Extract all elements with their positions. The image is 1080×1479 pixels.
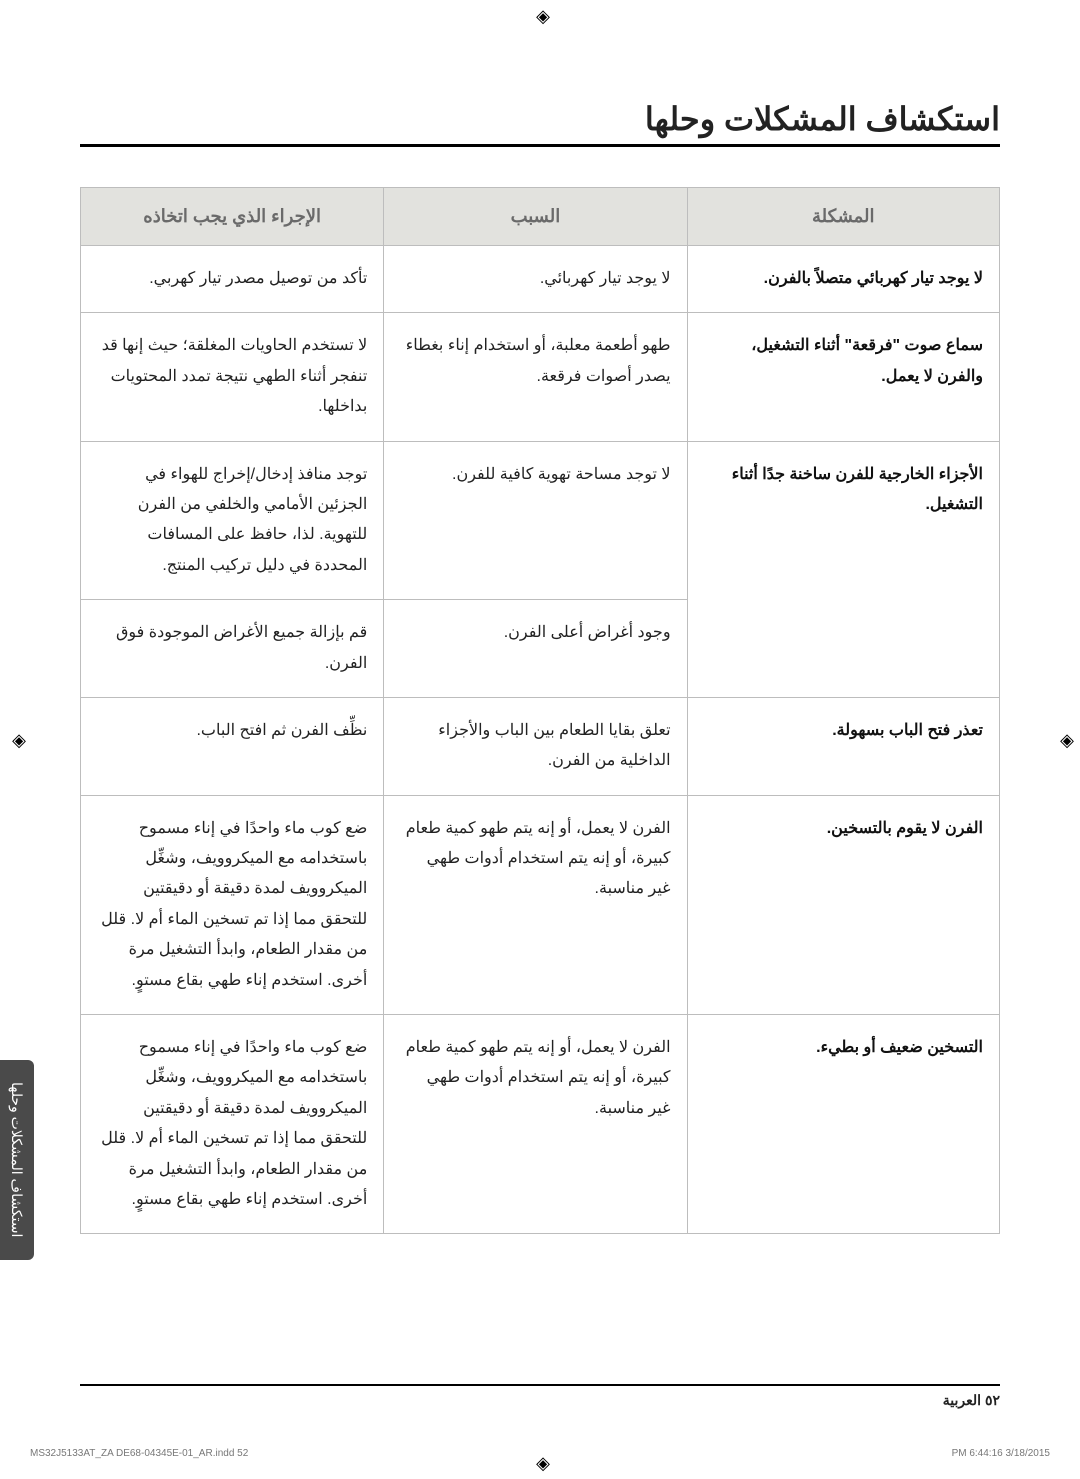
cell-problem: الأجزاء الخارجية للفرن ساخنة جدًا أثناء … bbox=[687, 441, 999, 697]
cell-action: توجد منافذ إدخال/إخراج للهواء في الجزئين… bbox=[81, 441, 384, 600]
col-problem: المشكلة bbox=[687, 188, 999, 246]
table-body: لا يوجد تيار كهربائي متصلاً بالفرن. لا ي… bbox=[81, 246, 1000, 1234]
page-title: استكشاف المشكلات وحلها bbox=[80, 100, 1000, 147]
cell-problem: الفرن لا يقوم بالتسخين. bbox=[687, 795, 999, 1014]
cell-cause: لا يوجد تيار كهربائي. bbox=[384, 246, 687, 313]
table-row: تعذر فتح الباب بسهولة. تعلق بقايا الطعام… bbox=[81, 697, 1000, 795]
registration-mark-icon: ◈ bbox=[1054, 730, 1074, 750]
page-content: استكشاف المشكلات وحلها المشكلة السبب الإ… bbox=[0, 0, 1080, 1294]
cell-action: ضع كوب ماء واحدًا في إناء مسموح باستخدام… bbox=[81, 1015, 384, 1234]
col-cause: السبب bbox=[384, 188, 687, 246]
cell-action: قم بإزالة جميع الأغراض الموجودة فوق الفر… bbox=[81, 600, 384, 698]
registration-mark-icon: ◈ bbox=[530, 6, 550, 26]
table-header-row: المشكلة السبب الإجراء الذي يجب اتخاذه bbox=[81, 188, 1000, 246]
print-info-right: 3/18/2015 6:44:16 PM bbox=[952, 1448, 1050, 1459]
cell-action: ضع كوب ماء واحدًا في إناء مسموح باستخدام… bbox=[81, 795, 384, 1014]
page-footer: ٥٢ العربية bbox=[80, 1384, 1000, 1409]
cell-problem: سماع صوت "فرقعة" أثناء التشغيل، والفرن ل… bbox=[687, 313, 999, 441]
cell-cause: لا توجد مساحة تهوية كافية للفرن. bbox=[384, 441, 687, 600]
registration-mark-icon: ◈ bbox=[530, 1453, 550, 1473]
table-row: التسخين ضعيف أو بطيء. الفرن لا يعمل، أو … bbox=[81, 1015, 1000, 1234]
troubleshoot-table: المشكلة السبب الإجراء الذي يجب اتخاذه لا… bbox=[80, 187, 1000, 1234]
print-info-left: MS32J5133AT_ZA DE68-04345E-01_AR.indd 52 bbox=[30, 1448, 248, 1459]
cell-action: نظِّف الفرن ثم افتح الباب. bbox=[81, 697, 384, 795]
cell-cause: تعلق بقايا الطعام بين الباب والأجزاء الد… bbox=[384, 697, 687, 795]
table-row: لا يوجد تيار كهربائي متصلاً بالفرن. لا ي… bbox=[81, 246, 1000, 313]
cell-cause: طهو أطعمة معلبة، أو استخدام إناء بغطاء ي… bbox=[384, 313, 687, 441]
cell-action: تأكد من توصيل مصدر تيار كهربي. bbox=[81, 246, 384, 313]
cell-problem: لا يوجد تيار كهربائي متصلاً بالفرن. bbox=[687, 246, 999, 313]
registration-mark-icon: ◈ bbox=[6, 730, 26, 750]
table-row: الأجزاء الخارجية للفرن ساخنة جدًا أثناء … bbox=[81, 441, 1000, 600]
side-tab: استكشاف المشكلات وحلها bbox=[0, 1060, 34, 1260]
table-row: سماع صوت "فرقعة" أثناء التشغيل، والفرن ل… bbox=[81, 313, 1000, 441]
cell-cause: الفرن لا يعمل، أو إنه يتم طهو كمية طعام … bbox=[384, 1015, 687, 1234]
cell-problem: التسخين ضعيف أو بطيء. bbox=[687, 1015, 999, 1234]
cell-problem: تعذر فتح الباب بسهولة. bbox=[687, 697, 999, 795]
col-action: الإجراء الذي يجب اتخاذه bbox=[81, 188, 384, 246]
cell-cause: وجود أغراض أعلى الفرن. bbox=[384, 600, 687, 698]
cell-cause: الفرن لا يعمل، أو إنه يتم طهو كمية طعام … bbox=[384, 795, 687, 1014]
cell-action: لا تستخدم الحاويات المغلقة؛ حيث إنها قد … bbox=[81, 313, 384, 441]
table-row: الفرن لا يقوم بالتسخين. الفرن لا يعمل، أ… bbox=[81, 795, 1000, 1014]
